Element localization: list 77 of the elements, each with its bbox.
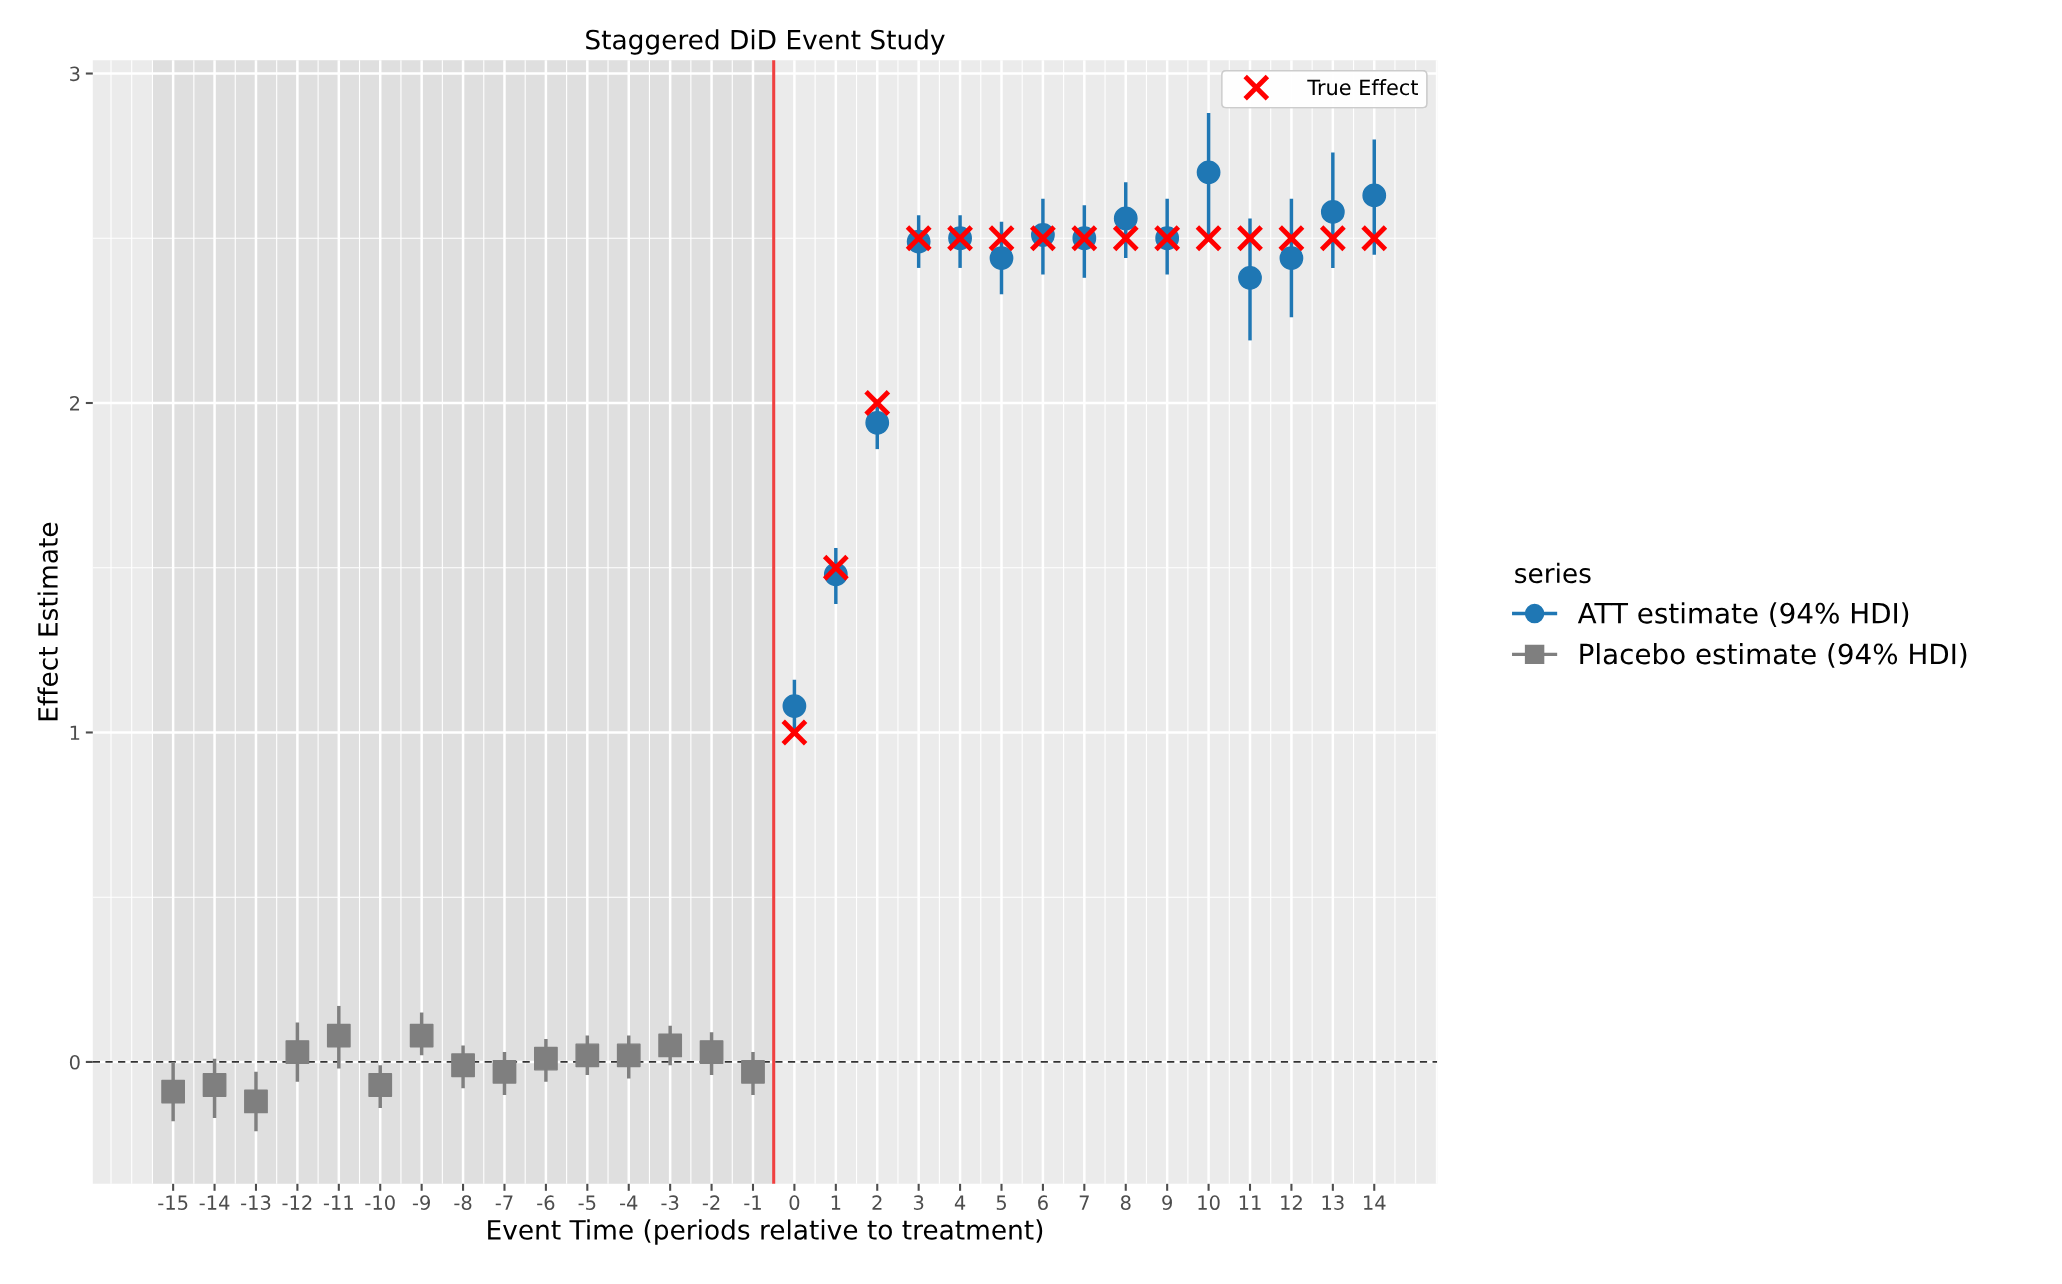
point	[1277, 224, 1306, 252]
x-tick-label: 1	[831, 1195, 841, 1210]
point	[658, 1033, 683, 1058]
y-axis-title: Effect Estimate	[37, 522, 58, 721]
point	[492, 1059, 517, 1084]
x-tick-label: -15	[158, 1195, 188, 1211]
y-tick-label: 1	[70, 725, 80, 740]
x-tick-label: 0	[789, 1195, 800, 1211]
x-tick-label: -11	[323, 1195, 353, 1210]
legend-label: True Effect	[1307, 79, 1418, 96]
x-tick-label: 13	[1322, 1195, 1344, 1211]
x-tick-label: 11	[1239, 1195, 1261, 1210]
x-tick-label: -5	[578, 1195, 596, 1211]
x-tick-label: 12	[1281, 1195, 1302, 1210]
x-tick-label: 9	[1162, 1195, 1172, 1211]
x-tick-label: 5	[996, 1195, 1006, 1211]
point	[863, 389, 891, 417]
point	[202, 1073, 227, 1097]
x-tick-label: -1	[744, 1195, 761, 1210]
point	[1236, 224, 1264, 252]
point	[822, 554, 850, 582]
point	[1112, 224, 1140, 252]
point	[1194, 224, 1223, 252]
point	[534, 1046, 558, 1071]
point	[782, 694, 807, 719]
point	[326, 1023, 351, 1048]
x-tick-label: 10	[1198, 1195, 1220, 1211]
point	[987, 224, 1016, 252]
x-tick-label: 4	[954, 1195, 966, 1210]
point	[1319, 224, 1347, 252]
x-axis-title: Event Time (periods relative to treatment)	[488, 1219, 1043, 1245]
y-tick-label: 0	[69, 1054, 80, 1070]
point	[989, 246, 1014, 270]
x-tick-label: -10	[365, 1195, 395, 1211]
x-tick-label: 7	[1079, 1195, 1089, 1210]
legend-label: ATT estimate (94% HDI)	[1577, 602, 1909, 627]
x-tick-label: -13	[241, 1195, 271, 1211]
point	[1238, 265, 1262, 290]
x-tick-label: -12	[282, 1195, 312, 1210]
x-tick-label: 3	[913, 1195, 924, 1211]
x-tick-label: -2	[702, 1195, 720, 1210]
point	[1360, 224, 1388, 252]
x-tick-label: -14	[199, 1195, 230, 1210]
point	[1196, 160, 1221, 185]
point	[865, 410, 890, 435]
point	[409, 1023, 434, 1048]
point	[285, 1040, 310, 1064]
legend-label: Placebo estimate (94% HDI)	[1580, 642, 1967, 668]
point	[161, 1079, 186, 1104]
point	[699, 1040, 724, 1064]
x-tick-label: -3	[661, 1195, 679, 1211]
x-tick-label: -9	[412, 1195, 430, 1211]
point	[780, 718, 809, 747]
x-tick-label: 6	[1038, 1195, 1048, 1211]
x-tick-label: 8	[1120, 1195, 1131, 1211]
point	[451, 1053, 475, 1078]
x-tick-label: -7	[495, 1195, 513, 1210]
y-tick-label: 3	[70, 66, 80, 82]
y-tick-label: 2	[70, 395, 80, 411]
point	[575, 1043, 600, 1068]
point	[741, 1059, 765, 1084]
x-tick-label: -6	[537, 1195, 555, 1211]
x-tick-label: 2	[872, 1195, 882, 1210]
x-tick-label: -8	[454, 1195, 472, 1211]
chart-title: Staggered DiD Event Study	[586, 29, 945, 55]
legend-title: series	[1515, 562, 1591, 584]
x-tick-label: 14	[1364, 1195, 1386, 1210]
point	[1279, 246, 1304, 270]
point	[1320, 200, 1345, 224]
x-tick-label: -4	[619, 1195, 638, 1210]
point	[616, 1043, 641, 1068]
point	[244, 1089, 268, 1114]
point	[368, 1073, 393, 1097]
point	[905, 224, 933, 252]
point	[1362, 183, 1387, 208]
point	[1029, 224, 1057, 252]
point	[1113, 206, 1138, 231]
